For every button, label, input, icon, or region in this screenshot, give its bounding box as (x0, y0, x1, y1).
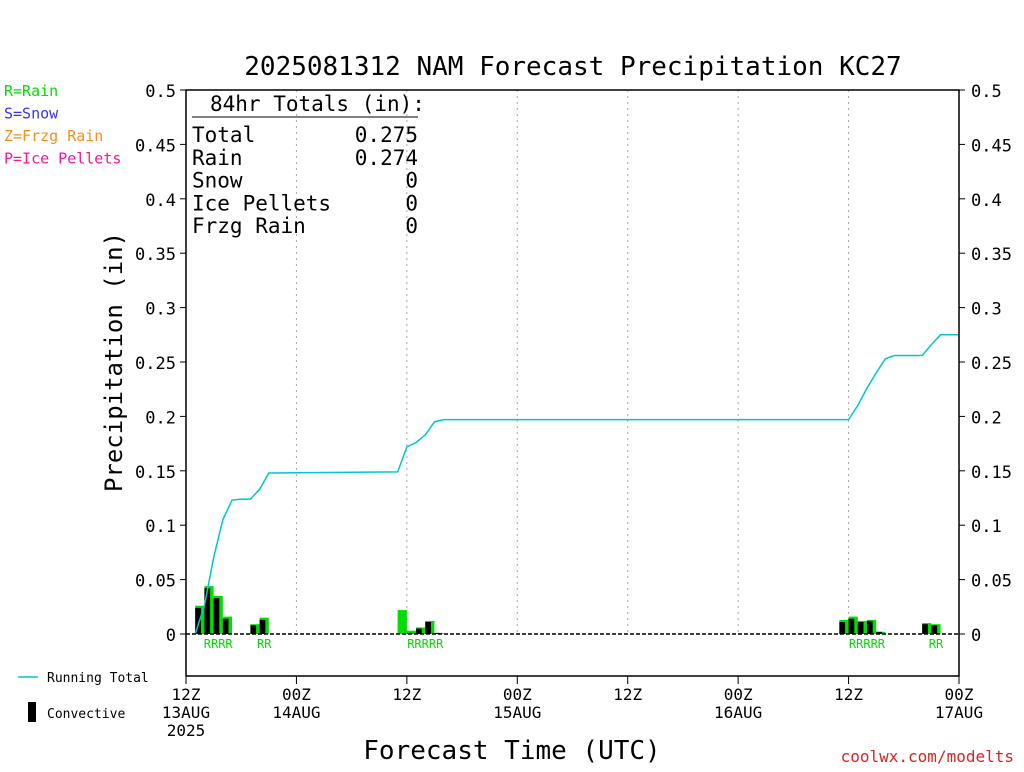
totals-row-value: 0 (405, 191, 418, 215)
x-tick-label: 12Z (392, 685, 421, 704)
convective-bar (250, 625, 257, 634)
convective-bar (416, 628, 422, 634)
plot-frame (185, 89, 960, 677)
x-tick-label: 13AUG (162, 703, 210, 722)
precip-type-label: RR (929, 637, 944, 651)
credit-text: coolwx.com/modelts (841, 747, 1014, 766)
convective-bar (195, 607, 201, 634)
convective-bar (425, 622, 431, 634)
y-tick-label-left: 0.15 (135, 463, 176, 483)
x-tick-label: 00Z (945, 685, 974, 704)
totals-header: 84hr Totals (in): (210, 92, 425, 116)
totals-row-label: Ice Pellets (192, 191, 331, 215)
label-layer: RRRR RR RRRRR RRRRR RR (204, 637, 944, 651)
convective-bar (222, 618, 229, 634)
x-tick-label: 00Z (724, 685, 753, 704)
line-layer (194, 334, 959, 635)
convective-bar (848, 618, 855, 634)
y-tick-label-left: 0.45 (135, 136, 176, 156)
running-total-legend-label: Running Total (47, 671, 149, 686)
convective-bar (931, 625, 938, 634)
convective-bar (866, 620, 873, 634)
convective-legend-swatch (28, 702, 36, 722)
grid-layer (295, 90, 850, 634)
y-tick-label-right: 0.2 (971, 408, 1002, 428)
y-tick-label-right: 0.05 (971, 572, 1012, 592)
x-axis-label: Forecast Time (UTC) (363, 736, 660, 766)
y-tick-label-left: 0.1 (145, 517, 176, 537)
convective-bar (259, 619, 266, 634)
precip-type-label: RRRRR (849, 637, 886, 651)
precip-type-label: RRRR (204, 637, 234, 651)
convective-bar (839, 622, 846, 634)
totals-row-value: 0 (405, 214, 418, 238)
x-tick-label: 12Z (834, 685, 863, 704)
x-tick-label: 12Z (613, 685, 642, 704)
totals-box: 84hr Totals (in): Total 0.275 Rain 0.274 Snow… (192, 92, 425, 238)
precip-type-legend-item: R=Rain (4, 82, 58, 100)
y-tick-label-right: 0.25 (971, 354, 1012, 374)
y-tick-label-left: 0.2 (145, 408, 176, 428)
totals-row-value: 0.274 (355, 146, 418, 170)
y-axis-label: Precipitation (in) (100, 232, 128, 492)
chart-title: 2025081312 NAM Forecast Precipitation KC… (244, 52, 901, 82)
y-tick-label-right: 0.45 (971, 136, 1012, 156)
y-tick-label-left: 0.4 (145, 191, 176, 211)
running-total-line (194, 334, 959, 635)
convective-bar (857, 622, 864, 634)
precip-type-legend-item: Z=Frzg Rain (4, 127, 103, 145)
convective-bar (213, 598, 220, 634)
x-tick-label: 15AUG (493, 703, 541, 722)
totals-row-value: 0.275 (355, 123, 418, 147)
y-tick-label-left: 0.25 (135, 354, 176, 374)
totals-row-label: Frzg Rain (192, 214, 306, 238)
y-tick-label-right: 0.35 (971, 245, 1012, 265)
x-tick-label: 14AUG (272, 703, 320, 722)
y-tick-label-left: 0.3 (145, 300, 176, 320)
y-tick-label-left: 0.05 (135, 572, 176, 592)
y-tick-label-left: 0.5 (145, 82, 176, 102)
convective-legend-label: Convective (47, 707, 125, 722)
totals-row-value: 0 (405, 169, 418, 193)
axis-layer: 0 00.05 0.050.1 0.10.15 0.150.2 0.20.25 0.250.… (135, 82, 1012, 740)
totals-row-label: Snow (192, 169, 243, 193)
x-tick-label: 00Z (282, 685, 311, 704)
y-tick-label-right: 0.4 (971, 191, 1002, 211)
convective-bar (922, 624, 928, 634)
y-tick-label-right: 0 (971, 626, 981, 646)
precip-type-label: RRRRR (407, 637, 444, 651)
x-tick-label: 16AUG (714, 703, 762, 722)
y-tick-label-right: 0.1 (971, 517, 1002, 537)
precip-bar (397, 610, 407, 634)
precip-bar (406, 630, 417, 634)
y-tick-label-right: 0.15 (971, 463, 1012, 483)
y-tick-label-left: 0 (166, 626, 176, 646)
x-tick-label: 17AUG (935, 703, 983, 722)
legend-layer: R=Rain S=Snow Z=Frzg Rain P=Ice Pellets Runn… (4, 82, 149, 722)
bar-layer (195, 586, 941, 634)
convective-bar (876, 631, 882, 634)
precip-type-legend-item: P=Ice Pellets (4, 150, 121, 168)
totals-row-label: Rain (192, 146, 243, 170)
y-tick-label-right: 0.5 (971, 82, 1002, 102)
x-tick-label: 2025 (167, 721, 206, 740)
precip-type-legend-item: S=Snow (4, 105, 59, 123)
convective-bar (204, 588, 211, 634)
precip-type-label: RR (257, 637, 272, 651)
x-tick-label: 00Z (503, 685, 532, 704)
x-tick-label: 12Z (172, 685, 201, 704)
totals-row-label: Total (192, 123, 255, 147)
convective-bar (434, 632, 441, 634)
y-tick-label-right: 0.3 (971, 300, 1002, 320)
y-tick-label-left: 0.35 (135, 245, 176, 265)
